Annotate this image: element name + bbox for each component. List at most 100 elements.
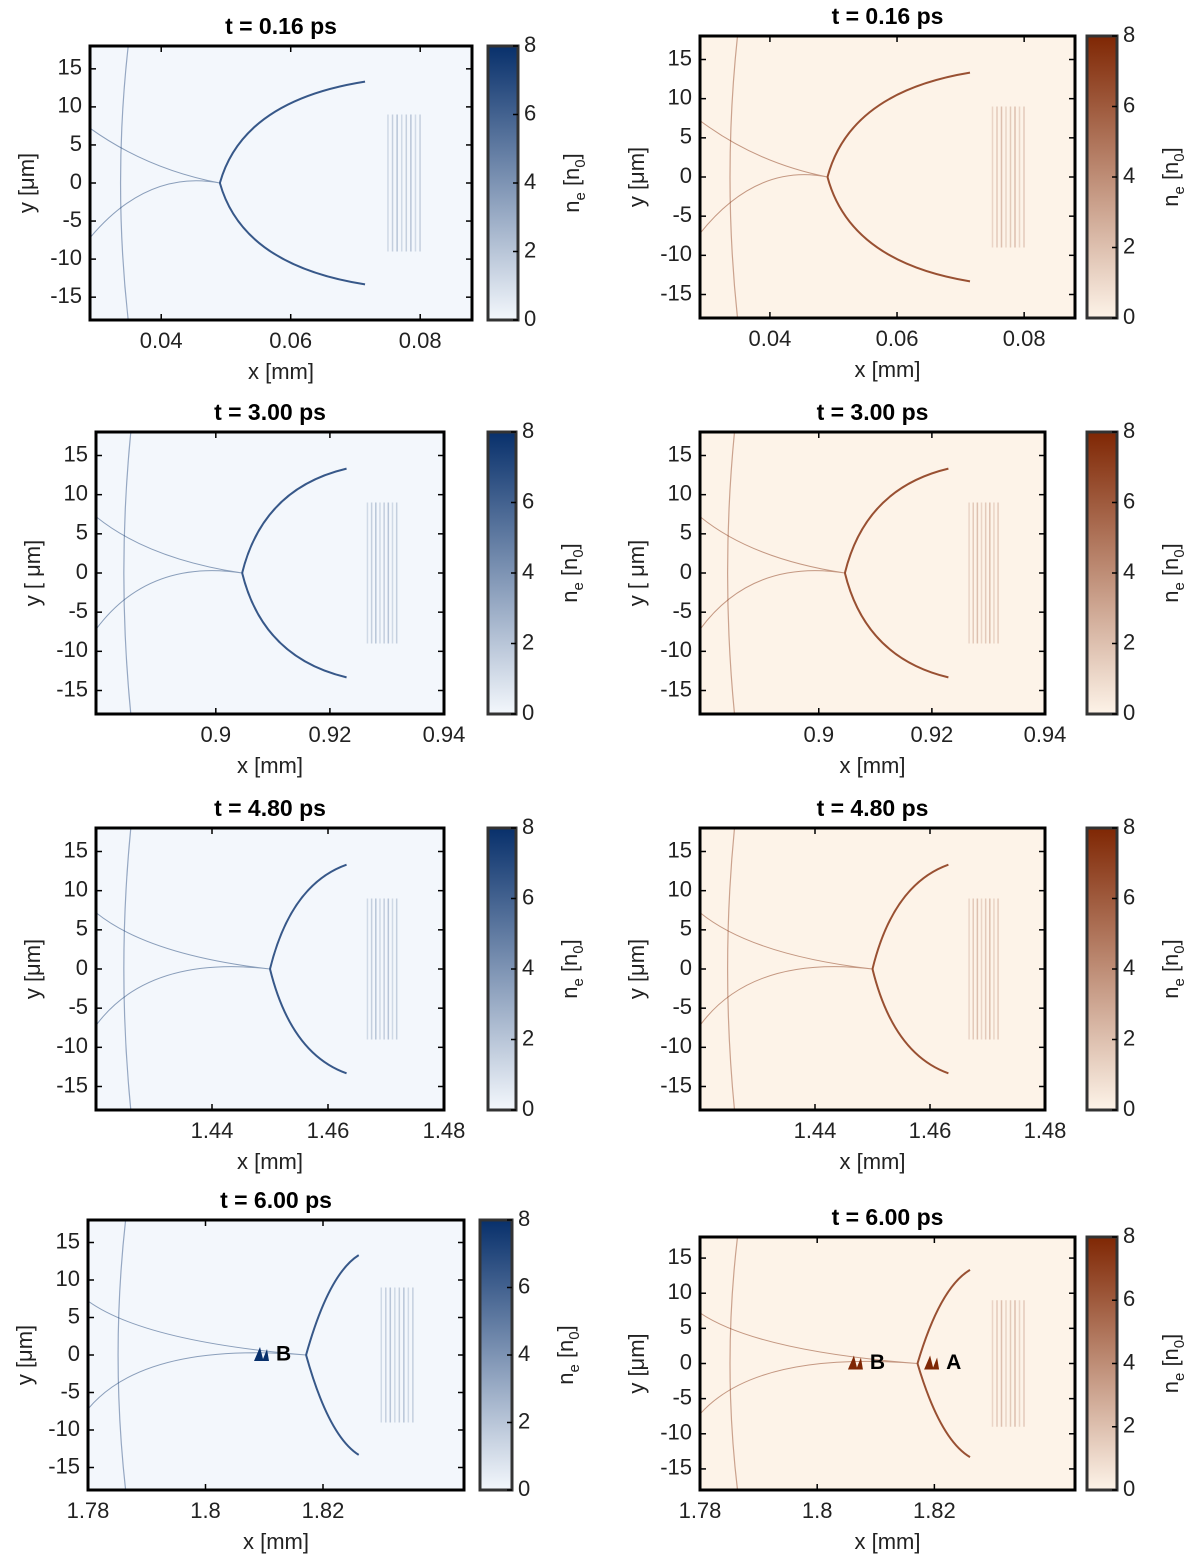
- x-tick-label: 0.04: [749, 326, 792, 351]
- panel: 0.04 0.06 0.08 -15 -10 -5 0 5 10 15 t = 0.16 ps x […: [14, 13, 589, 384]
- y-tick-label: -15: [56, 676, 88, 701]
- y-tick-label: 10: [668, 480, 692, 505]
- shock-front: [241, 467, 347, 574]
- y-tick-label: -5: [672, 994, 692, 1019]
- shock-front: [269, 863, 347, 970]
- y-tick-label: 10: [668, 876, 692, 901]
- x-tick-label: 1.82: [302, 1498, 345, 1523]
- colorbar-tick-label: 2: [1123, 1413, 1135, 1438]
- y-tick-label: 5: [68, 1303, 80, 1328]
- colorbar-tick-label: 0: [1123, 304, 1135, 329]
- y-tick-label: 5: [680, 916, 692, 941]
- shock-front: [916, 1363, 971, 1458]
- colorbar-tick-label: 4: [524, 169, 536, 194]
- y-tick-label: -15: [56, 1072, 88, 1097]
- title: t = 4.80 ps: [817, 795, 929, 821]
- y-tick-label: 10: [64, 480, 88, 505]
- shock-front: [826, 71, 971, 178]
- x-axis-label: x [mm]: [248, 359, 314, 384]
- y-axis-label: y [μm]: [20, 939, 45, 999]
- filament: [119, 46, 129, 320]
- colorbar-tick-label: 2: [1123, 233, 1135, 258]
- colorbar-tick-label: 2: [1123, 629, 1135, 654]
- colorbar-label: ne [n0]: [1158, 543, 1188, 603]
- y-tick-label: -5: [68, 994, 88, 1019]
- colorbar-tick-label: 6: [524, 100, 536, 125]
- filament: [729, 36, 739, 318]
- colorbar-tick-label: 8: [1123, 814, 1135, 839]
- panel: 0.04 0.06 0.08 -15 -10 -5 0 5 10 15 t = 0.16 ps x […: [624, 3, 1188, 382]
- title: t = 4.80 ps: [214, 795, 326, 821]
- x-tick-label: 0.92: [308, 722, 351, 747]
- filament: [729, 1237, 739, 1490]
- y-tick-label: 5: [680, 124, 692, 149]
- y-axis-label: y [μm]: [624, 939, 649, 999]
- plot-area: [700, 36, 1075, 318]
- x-tick-label: 0.9: [803, 722, 834, 747]
- shock-front: [916, 1269, 971, 1364]
- x-tick-label: 1.46: [909, 1118, 952, 1143]
- colorbar-tick-label: 4: [1123, 559, 1135, 584]
- plot-area: [88, 1220, 464, 1490]
- colorbar-tick-label: 8: [522, 418, 534, 443]
- y-tick-label: -10: [660, 1033, 692, 1058]
- density-structure: [700, 1237, 1025, 1490]
- colorbar-tick-label: 6: [522, 488, 534, 513]
- filament: [123, 432, 132, 714]
- x-axis-label: x [mm]: [855, 357, 921, 382]
- panel: 1.44 1.46 1.48 -15 -10 -5 0 5 10 15 t = 4.80 ps x […: [20, 795, 587, 1174]
- axes-box: [698, 1235, 1077, 1492]
- y-tick-label: -5: [62, 207, 82, 232]
- y-tick-label: -5: [60, 1378, 80, 1403]
- filament: [700, 120, 828, 234]
- panel: 0.9 0.92 0.94 -15 -10 -5 0 5 10 15 t = 3.00 ps x [m…: [20, 399, 587, 778]
- y-tick-label: 0: [70, 169, 82, 194]
- x-axis-label: x [mm]: [237, 753, 303, 778]
- colorbar-tick-label: 8: [518, 1206, 530, 1231]
- x-axis-label: x [mm]: [243, 1529, 309, 1554]
- shock-front: [871, 968, 949, 1075]
- y-tick-label: -5: [672, 598, 692, 623]
- y-tick-label: 10: [668, 1279, 692, 1304]
- axes-box: [698, 430, 1047, 716]
- annotation: B: [276, 1343, 291, 1366]
- colorbar-tick-label: 0: [524, 306, 536, 331]
- title: t = 6.00 ps: [220, 1187, 332, 1213]
- y-tick-label: 15: [64, 837, 88, 862]
- plot-area: [96, 432, 444, 714]
- colorbar-tick-label: 6: [1123, 884, 1135, 909]
- axes-box: [86, 1218, 466, 1492]
- axes-box: [88, 44, 474, 322]
- filament: [727, 828, 736, 1110]
- colorbar-label: ne [n0]: [1158, 147, 1188, 207]
- x-tick-label: 0.9: [201, 722, 232, 747]
- colorbar-tick-label: 6: [518, 1273, 530, 1298]
- colorbar-tick-label: 6: [1123, 488, 1135, 513]
- y-axis-label: y [μm]: [624, 1333, 649, 1393]
- y-tick-label: 10: [58, 93, 82, 118]
- colorbar-tick-label: 0: [1123, 700, 1135, 725]
- colorbar-tick-label: 8: [522, 814, 534, 839]
- panel: 1.44 1.46 1.48 -15 -10 -5 0 5 10 15 t = 4.80 ps x […: [624, 795, 1188, 1174]
- x-tick-label: 1.44: [191, 1118, 234, 1143]
- filament: [123, 828, 132, 1110]
- filament: [700, 516, 845, 630]
- density-structure: [700, 828, 999, 1110]
- shock-front: [241, 572, 347, 679]
- x-tick-label: 1.8: [802, 1498, 833, 1523]
- y-tick-label: -10: [660, 241, 692, 266]
- x-axis-label: x [mm]: [840, 1149, 906, 1174]
- colorbar-tick-label: 8: [1123, 418, 1135, 443]
- plot-area: [700, 1237, 1075, 1490]
- x-tick-label: 1.82: [913, 1498, 956, 1523]
- y-tick-label: -15: [660, 1455, 692, 1480]
- colorbar-tick-label: 0: [518, 1476, 530, 1501]
- plot-area: [90, 46, 472, 320]
- x-tick-label: 0.08: [399, 328, 442, 353]
- shock-front: [843, 467, 949, 574]
- density-structure: [90, 46, 421, 320]
- x-tick-label: 0.92: [910, 722, 953, 747]
- colorbar-tick-label: 2: [522, 1025, 534, 1050]
- y-tick-label: 0: [76, 955, 88, 980]
- y-tick-label: -10: [660, 637, 692, 662]
